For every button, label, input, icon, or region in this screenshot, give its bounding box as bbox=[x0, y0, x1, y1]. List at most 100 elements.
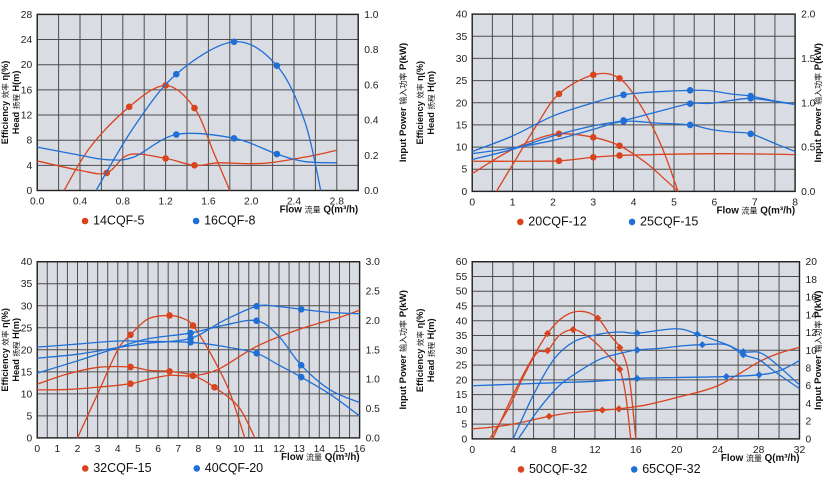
svg-text:1.6: 1.6 bbox=[201, 197, 216, 208]
svg-text:0.0: 0.0 bbox=[366, 433, 381, 444]
svg-text:Flow 流量 Q(m³/h): Flow 流量 Q(m³/h) bbox=[721, 452, 800, 463]
svg-text:1: 1 bbox=[510, 197, 516, 208]
svg-text:1: 1 bbox=[54, 443, 60, 454]
svg-text:5: 5 bbox=[26, 411, 32, 422]
svg-text:Flow 流量 Q(m³/h): Flow 流量 Q(m³/h) bbox=[280, 205, 359, 216]
svg-text:5: 5 bbox=[461, 165, 467, 176]
svg-text:1.5: 1.5 bbox=[366, 345, 381, 356]
svg-text:6: 6 bbox=[806, 381, 812, 392]
svg-text:10: 10 bbox=[456, 143, 468, 154]
svg-text:Efficiency 效率 η(%): Efficiency 效率 η(%) bbox=[0, 61, 10, 145]
svg-text:1.2: 1.2 bbox=[158, 197, 173, 208]
svg-text:25: 25 bbox=[456, 76, 468, 87]
svg-text:2.0: 2.0 bbox=[801, 10, 816, 21]
svg-text:20CQF-12: 20CQF-12 bbox=[528, 214, 586, 228]
svg-text:0: 0 bbox=[26, 186, 32, 197]
svg-text:65CQF-32: 65CQF-32 bbox=[642, 461, 700, 475]
svg-text:0.8: 0.8 bbox=[364, 45, 379, 56]
svg-text:Head 扬程 H(m): Head 扬程 H(m) bbox=[11, 71, 21, 135]
svg-text:28: 28 bbox=[21, 10, 33, 21]
svg-text:20: 20 bbox=[806, 257, 818, 268]
svg-text:1.0: 1.0 bbox=[364, 10, 379, 21]
svg-text:0.0: 0.0 bbox=[364, 186, 379, 197]
svg-text:12: 12 bbox=[21, 111, 33, 122]
svg-text:2.5: 2.5 bbox=[366, 286, 381, 297]
svg-text:50CQF-32: 50CQF-32 bbox=[529, 461, 587, 475]
svg-text:40: 40 bbox=[456, 316, 468, 327]
svg-text:10: 10 bbox=[21, 389, 33, 400]
svg-text:60: 60 bbox=[456, 257, 468, 268]
svg-text:24: 24 bbox=[21, 35, 33, 46]
svg-text:20: 20 bbox=[21, 345, 33, 356]
svg-text:3: 3 bbox=[590, 197, 596, 208]
svg-text:11: 11 bbox=[253, 443, 264, 454]
svg-text:10: 10 bbox=[233, 443, 245, 454]
svg-text:20: 20 bbox=[21, 60, 33, 71]
svg-text:35: 35 bbox=[21, 279, 33, 290]
svg-text:5: 5 bbox=[461, 419, 467, 430]
svg-text:30: 30 bbox=[456, 54, 468, 65]
svg-text:8: 8 bbox=[26, 136, 32, 147]
svg-text:6: 6 bbox=[155, 443, 161, 454]
svg-text:0.0: 0.0 bbox=[801, 187, 816, 198]
svg-text:4: 4 bbox=[115, 443, 121, 454]
svg-text:3.0: 3.0 bbox=[366, 257, 381, 268]
svg-text:30: 30 bbox=[21, 301, 33, 312]
svg-text:Efficiency 效率 η(%): Efficiency 效率 η(%) bbox=[0, 307, 10, 391]
svg-text:15: 15 bbox=[456, 390, 468, 401]
svg-text:55: 55 bbox=[456, 271, 468, 282]
svg-text:15: 15 bbox=[456, 120, 468, 131]
svg-text:9: 9 bbox=[216, 443, 222, 454]
svg-text:15: 15 bbox=[21, 367, 33, 378]
svg-text:25: 25 bbox=[456, 360, 468, 371]
svg-text:35: 35 bbox=[456, 32, 468, 43]
svg-text:16CQF-8: 16CQF-8 bbox=[204, 214, 255, 228]
svg-text:30: 30 bbox=[456, 345, 468, 356]
svg-text:16: 16 bbox=[21, 85, 33, 96]
svg-text:14CQF-5: 14CQF-5 bbox=[93, 214, 144, 228]
svg-text:4: 4 bbox=[631, 197, 637, 208]
svg-text:8: 8 bbox=[806, 363, 812, 374]
svg-text:8: 8 bbox=[551, 444, 557, 455]
svg-text:16: 16 bbox=[630, 444, 642, 455]
svg-text:0.2: 0.2 bbox=[364, 151, 379, 162]
svg-text:2: 2 bbox=[75, 443, 81, 454]
svg-text:0: 0 bbox=[806, 434, 812, 445]
svg-text:40CQF-20: 40CQF-20 bbox=[205, 460, 263, 474]
svg-text:0: 0 bbox=[461, 187, 467, 198]
svg-text:0.0: 0.0 bbox=[30, 197, 45, 208]
svg-text:12: 12 bbox=[589, 444, 601, 455]
svg-text:Head 扬程 H(m): Head 扬程 H(m) bbox=[11, 317, 21, 381]
svg-text:0.8: 0.8 bbox=[116, 197, 131, 208]
svg-text:7: 7 bbox=[175, 443, 181, 454]
svg-text:Head 扬程 H(m): Head 扬程 H(m) bbox=[426, 318, 436, 382]
svg-text:0.4: 0.4 bbox=[364, 116, 379, 127]
svg-text:0: 0 bbox=[469, 444, 475, 455]
svg-text:Input Power 输入功率 P(kW): Input Power 输入功率 P(kW) bbox=[398, 43, 409, 162]
svg-text:3: 3 bbox=[95, 443, 101, 454]
svg-text:4: 4 bbox=[806, 398, 812, 409]
svg-text:Flow 流量 Q(m³/h): Flow 流量 Q(m³/h) bbox=[281, 451, 360, 462]
svg-text:35: 35 bbox=[456, 331, 468, 342]
svg-text:4: 4 bbox=[510, 444, 516, 455]
svg-text:50: 50 bbox=[456, 286, 468, 297]
svg-text:2: 2 bbox=[806, 416, 812, 427]
svg-text:Input Power 输入功率 P(kW): Input Power 输入功率 P(kW) bbox=[813, 290, 824, 409]
svg-text:0: 0 bbox=[461, 434, 467, 445]
svg-text:0.6: 0.6 bbox=[364, 80, 379, 91]
svg-text:25CQF-15: 25CQF-15 bbox=[640, 214, 698, 228]
svg-text:4: 4 bbox=[26, 161, 32, 172]
svg-text:25: 25 bbox=[21, 323, 33, 334]
svg-text:32CQF-15: 32CQF-15 bbox=[93, 460, 151, 474]
svg-text:2.0: 2.0 bbox=[366, 315, 381, 326]
svg-text:Head 扬程 H(m): Head 扬程 H(m) bbox=[426, 71, 436, 135]
svg-text:2.0: 2.0 bbox=[244, 197, 259, 208]
svg-text:2: 2 bbox=[550, 197, 556, 208]
svg-text:Input Power 输入功率 P(kW): Input Power 输入功率 P(kW) bbox=[813, 43, 824, 162]
svg-text:Efficiency 效率 η(%): Efficiency 效率 η(%) bbox=[415, 61, 425, 145]
svg-text:0: 0 bbox=[469, 197, 475, 208]
svg-text:0: 0 bbox=[26, 433, 32, 444]
svg-text:20: 20 bbox=[671, 444, 683, 455]
svg-text:5: 5 bbox=[135, 443, 141, 454]
svg-text:0.4: 0.4 bbox=[73, 197, 88, 208]
